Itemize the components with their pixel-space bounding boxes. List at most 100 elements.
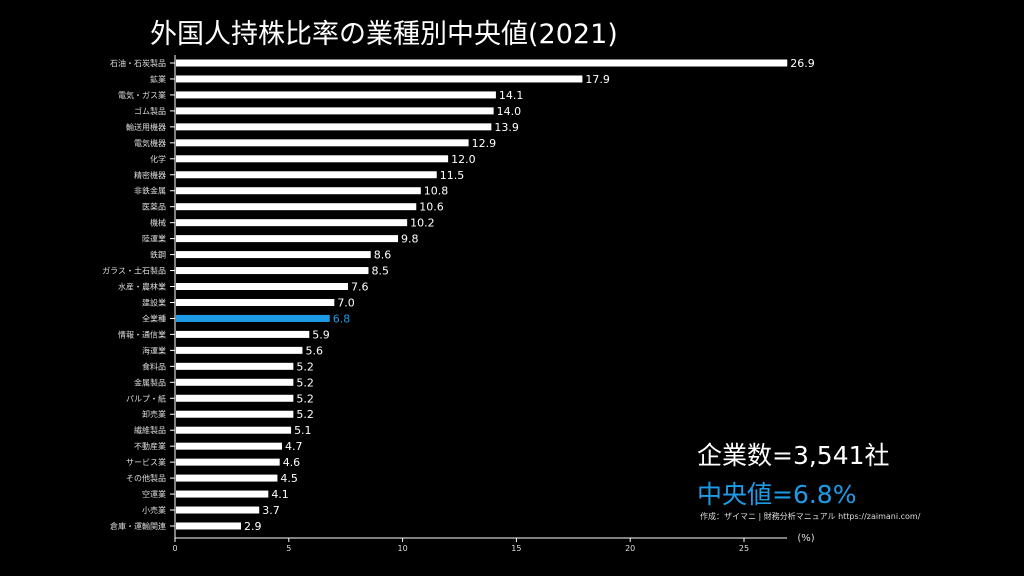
value-label: 4.6	[283, 456, 301, 469]
bar	[176, 123, 492, 131]
x-tick-label: 10	[398, 544, 408, 553]
value-label: 4.5	[280, 472, 298, 485]
category-label: パルプ・紙	[126, 393, 166, 403]
category-label: 建設業	[142, 297, 166, 307]
bar	[176, 298, 335, 306]
category-label: 食料品	[142, 361, 166, 371]
chart-title: 外国人持株比率の業種別中央値(2021)	[150, 19, 618, 50]
bar	[176, 474, 278, 482]
category-label: その他製品	[126, 473, 166, 483]
category-label: 陸運業	[142, 234, 166, 244]
bar	[176, 91, 496, 99]
value-label: 13.9	[494, 121, 519, 134]
category-label: 電気機器	[134, 138, 166, 148]
value-label: 8.5	[371, 265, 389, 278]
bar	[176, 59, 788, 67]
bar	[176, 378, 294, 386]
category-label: 鉄鋼	[150, 250, 166, 260]
category-label: 輸送用機器	[126, 122, 166, 132]
category-label: ガラス・土石製品	[102, 266, 166, 276]
value-label: 10.8	[424, 185, 449, 198]
x-axis-label: (%)	[797, 533, 814, 544]
value-label: 10.6	[419, 201, 444, 214]
value-label: 9.8	[401, 233, 419, 246]
bar	[176, 107, 494, 115]
bar	[176, 458, 280, 466]
x-tick-label: 25	[739, 544, 749, 553]
bar	[176, 410, 294, 418]
value-label: 14.0	[497, 105, 522, 118]
credit-text: 作成：ザイマニ | 財務分析マニュアル https://zaimani.com/	[700, 512, 921, 521]
x-tick-label: 5	[286, 544, 291, 553]
bar	[176, 139, 469, 147]
bar	[176, 283, 348, 291]
category-label: 非鉄金属	[134, 186, 166, 196]
bar	[176, 75, 583, 83]
value-label: 5.2	[296, 376, 314, 389]
value-label: 5.6	[305, 344, 323, 357]
category-label: サービス業	[126, 457, 166, 467]
value-label: 5.2	[296, 392, 314, 405]
value-label: 4.1	[271, 488, 289, 501]
value-label: 26.9	[790, 57, 815, 70]
value-label: 5.9	[312, 328, 330, 341]
category-label: 空運業	[142, 489, 166, 499]
bar	[176, 235, 399, 243]
x-tick-label: 20	[625, 544, 635, 553]
bar	[176, 330, 310, 338]
bar	[176, 267, 369, 275]
value-label: 8.6	[374, 249, 392, 262]
value-label: 5.2	[296, 360, 314, 373]
bar	[176, 522, 242, 530]
x-tick-label: 0	[172, 544, 177, 553]
category-label: 繊維製品	[134, 425, 166, 435]
category-label: 小売業	[142, 505, 166, 515]
value-label: 11.5	[440, 169, 465, 182]
bar	[176, 442, 282, 450]
category-label: 石油・石炭製品	[110, 58, 166, 68]
value-label: 12.9	[472, 137, 497, 150]
category-label: 海運業	[142, 345, 166, 355]
bar	[176, 314, 330, 322]
bar	[176, 171, 437, 179]
category-label: 精密機器	[134, 170, 166, 180]
category-label: 情報・通信業	[118, 329, 166, 339]
bar	[176, 394, 294, 402]
category-label: 不動産業	[134, 441, 166, 451]
category-label: 医薬品	[142, 202, 166, 212]
bar	[176, 362, 294, 370]
median-annotation: 中央値=6.8%	[697, 480, 857, 509]
bar	[176, 219, 408, 227]
value-label: 6.8	[333, 312, 351, 325]
category-label: 鉱業	[150, 74, 166, 84]
category-label: 水産・農林業	[118, 282, 166, 292]
value-label: 14.1	[499, 89, 524, 102]
value-label: 4.7	[285, 440, 303, 453]
value-label: 7.6	[351, 281, 369, 294]
bar	[176, 251, 371, 259]
category-label: 電気・ガス業	[118, 90, 166, 100]
bar	[176, 155, 449, 163]
bar	[176, 506, 260, 514]
value-label: 5.1	[294, 424, 312, 437]
bar	[176, 346, 303, 354]
company-count-annotation: 企業数=3,541社	[697, 441, 890, 470]
category-label: 金属製品	[134, 377, 166, 387]
value-label: 12.0	[451, 153, 476, 166]
category-label: 化学	[150, 154, 166, 164]
bar	[176, 203, 417, 211]
value-label: 2.9	[244, 520, 262, 533]
bar	[176, 490, 269, 498]
value-label: 17.9	[585, 73, 610, 86]
category-label: 卸売業	[142, 409, 166, 419]
category-label: 機械	[150, 218, 166, 228]
category-label: ゴム製品	[134, 106, 166, 116]
x-tick-label: 15	[511, 544, 521, 553]
value-label: 5.2	[296, 408, 314, 421]
category-label: 倉庫・運輸関連	[110, 521, 166, 531]
value-label: 3.7	[262, 504, 280, 517]
category-label: 全業種	[142, 313, 166, 323]
value-label: 10.2	[410, 217, 435, 230]
bar	[176, 426, 292, 434]
